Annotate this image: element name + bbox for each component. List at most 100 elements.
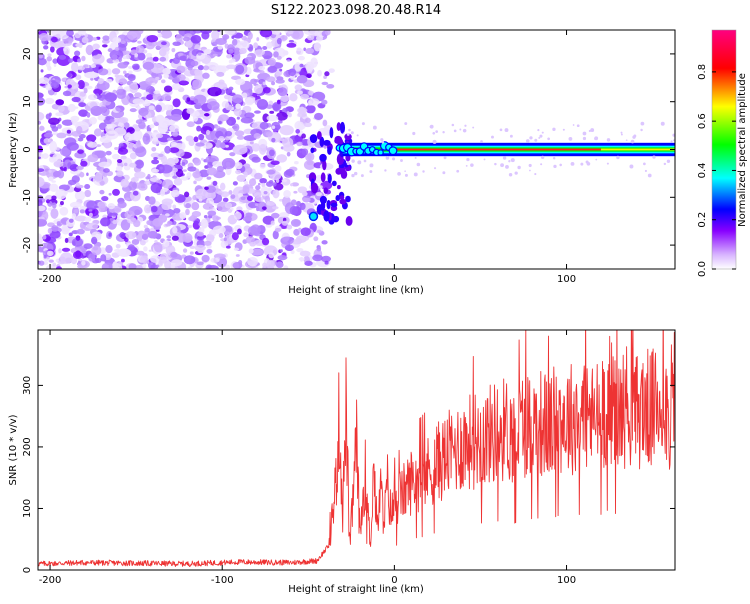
heatmap-cell — [324, 71, 330, 77]
heatmap-cell — [86, 172, 89, 176]
heatmap-cell — [74, 190, 86, 201]
heatmap-cell — [235, 254, 240, 257]
heatmap-cell — [308, 211, 319, 222]
heatmap-cell — [132, 98, 145, 105]
heatmap-cell — [165, 223, 171, 227]
heatmap-cell — [317, 69, 322, 77]
heatmap-cell — [108, 264, 114, 269]
heatmap-cell — [46, 199, 50, 204]
heatmap-cell — [269, 110, 275, 114]
heatmap-cell — [116, 170, 124, 177]
heatmap-cell — [207, 161, 213, 169]
heatmap-cell — [266, 259, 275, 269]
colorbar-tick-label: 0.2 — [697, 212, 708, 228]
heatmap-cell — [297, 55, 305, 61]
heatmap-cell — [124, 210, 135, 220]
heatmap-cell — [127, 66, 133, 70]
heatmap-cell — [130, 177, 136, 183]
heatmap-cell — [404, 173, 408, 177]
heatmap-cell — [331, 180, 337, 187]
heatmap-cell — [143, 246, 148, 252]
heatmap-cell — [66, 72, 72, 78]
heatmap-cell — [51, 195, 57, 201]
heatmap-cell — [53, 170, 62, 177]
heatmap-cell — [588, 129, 591, 133]
heatmap-cell — [234, 162, 243, 170]
heatmap-cell — [111, 68, 121, 75]
heatmap-cell — [306, 73, 312, 79]
heatmap-cell — [185, 202, 192, 209]
heatmap-cell — [47, 227, 53, 234]
heatmap-cell — [137, 40, 142, 44]
heatmap-cell — [229, 152, 236, 157]
heatmap-cell — [330, 202, 338, 208]
snr-x-label: Height of straight line (km) — [288, 584, 424, 595]
heatmap-cell — [152, 92, 162, 101]
heatmap-cell — [219, 142, 226, 149]
heatmap-cell — [283, 190, 291, 198]
heatmap-cell — [321, 99, 328, 105]
heatmap-cell — [195, 168, 200, 175]
heatmap-cell — [299, 250, 311, 257]
heatmap-cell — [200, 218, 208, 229]
heatmap-cell — [125, 54, 132, 60]
heatmap-cell — [299, 202, 306, 211]
heatmap-cell — [124, 197, 131, 201]
heatmap-cell — [348, 128, 351, 132]
heatmap-cell — [276, 76, 284, 81]
heatmap-cell — [245, 212, 253, 218]
heatmap-cell — [105, 78, 113, 83]
heatmap-cell — [259, 121, 269, 130]
heatmap-cell — [134, 53, 139, 58]
heatmap-cell — [465, 165, 468, 167]
heatmap-cell — [158, 117, 171, 129]
heatmap-cell — [236, 135, 245, 140]
heatmap-cell — [620, 131, 623, 134]
heatmap-cell — [50, 208, 59, 219]
heatmap-cell — [182, 169, 187, 172]
spectrogram-y-tick-label: -20 — [22, 237, 33, 253]
heatmap-cell — [224, 144, 229, 148]
heatmap-cell — [77, 149, 84, 154]
heatmap-cell — [160, 30, 173, 39]
heatmap-cell — [77, 260, 81, 264]
heatmap-cell — [231, 232, 239, 241]
heatmap-cell — [86, 134, 97, 143]
spectrogram-y-label: Frequency (Hz) — [8, 112, 19, 188]
snr-y-label: SNR (10 * v/v) — [8, 414, 19, 485]
heatmap-cell — [102, 44, 108, 48]
heatmap-cell — [568, 137, 573, 141]
heatmap-cell — [442, 131, 445, 134]
heatmap-cell — [98, 161, 111, 168]
heatmap-cell — [276, 55, 282, 60]
heatmap-cell — [38, 168, 45, 173]
heatmap-cell — [541, 155, 545, 159]
heatmap-cell — [122, 70, 127, 75]
heatmap-cell — [339, 195, 345, 200]
heatmap-cell — [186, 172, 192, 179]
heatmap-cell — [666, 159, 671, 164]
heatmap-cell — [112, 261, 119, 269]
heatmap-cell — [196, 231, 204, 237]
heatmap-cell — [336, 122, 341, 131]
heatmap-cell — [262, 113, 270, 123]
heatmap-cell — [429, 125, 433, 129]
heatmap-cell — [83, 87, 88, 94]
heatmap-cell — [94, 205, 99, 209]
heatmap-cell — [57, 123, 62, 129]
heatmap-cell — [244, 112, 255, 119]
heatmap-cell — [194, 244, 206, 252]
heatmap-cell — [57, 105, 65, 112]
heatmap-cell — [230, 194, 236, 199]
heatmap-cell — [75, 182, 80, 187]
heatmap-cell — [212, 160, 221, 167]
heatmap-cell — [294, 161, 299, 165]
heatmap-cell — [80, 224, 86, 229]
heatmap-cell — [171, 167, 179, 173]
heatmap-cell — [206, 248, 213, 254]
heatmap-cell — [434, 167, 437, 170]
heatmap-cell — [50, 46, 55, 53]
heatmap-cell — [257, 182, 261, 186]
heatmap-cell — [304, 117, 311, 123]
heatmap-cell — [76, 228, 85, 235]
